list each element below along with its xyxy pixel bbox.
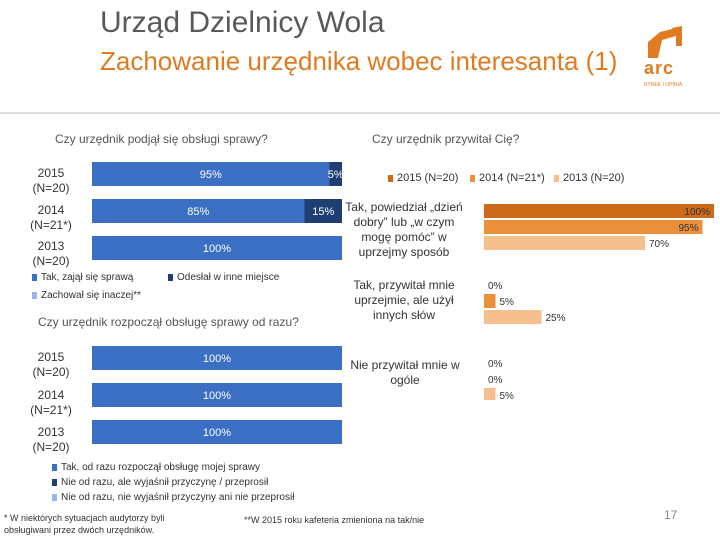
bar-0-1 xyxy=(92,383,342,407)
bar-2-0 xyxy=(484,236,645,250)
tick-label: 2013 xyxy=(37,239,65,253)
footnote-right: **W 2015 roku kafeteria zmieniona na tak… xyxy=(244,515,425,525)
legend-label: 2015 (N=20) xyxy=(397,172,459,184)
chart2-legend-item: Nie od razu, nie wyjaśnił przyczyny ani … xyxy=(52,492,294,503)
tick-label: (N=20) xyxy=(32,365,70,379)
data-label: 5% xyxy=(500,297,515,308)
data-label: 15% xyxy=(312,206,334,218)
tick-label: 2015 xyxy=(37,166,65,180)
chart2-title: Czy urzędnik rozpoczął obsługę sprawy od… xyxy=(38,315,299,329)
arc-logo-mark xyxy=(648,26,682,58)
slide-subtitle: Zachowanie urzędnika wobec interesanta (… xyxy=(100,46,618,76)
chart3-category-label: Tak, przywitał mnie uprzejmie, ale użył … xyxy=(353,278,455,322)
logo-tagline: RYNEK I OPINIA xyxy=(644,82,683,88)
legend-swatch xyxy=(470,174,475,182)
data-label: 95% xyxy=(678,223,698,234)
header-divider xyxy=(0,112,720,114)
legend-label: 2014 (N=21*) xyxy=(479,172,545,184)
chart3-category-label: Nie przywitał mnie w ogóle xyxy=(350,358,460,387)
data-label: 100% xyxy=(203,427,231,439)
chart1-legend-item: Zachował się inaczej** xyxy=(32,290,141,301)
chart-svg: 100% 100% 100% xyxy=(92,346,342,444)
legend-swatch xyxy=(388,174,393,182)
tick-label: 2014 xyxy=(37,388,65,402)
legend-label: Zachował się inaczej** xyxy=(41,290,142,301)
chart2-row-label: 2013 (N=20) xyxy=(16,425,86,455)
chart2-row-label: 2014 (N=21*) xyxy=(16,388,86,418)
bar-2-1 xyxy=(484,310,542,324)
tick-label: (N=21*) xyxy=(30,403,72,417)
tick-label: 2015 xyxy=(37,350,65,364)
tick-label: (N=20) xyxy=(32,254,70,268)
legend-swatch xyxy=(52,478,57,486)
chart2-legend-item: Tak, od razu rozpoczął obsługę mojej spr… xyxy=(52,462,260,473)
chart1-plot: 95% 5% 85% 15% 100% xyxy=(92,162,344,272)
data-label: 95% xyxy=(200,169,222,181)
tick-label: 2013 xyxy=(37,425,65,439)
bar-1-1 xyxy=(484,294,496,308)
chart1-title: Czy urzędnik podjął się obsługi sprawy? xyxy=(55,132,268,146)
legend-swatch xyxy=(32,291,37,299)
data-label: 0% xyxy=(488,359,503,370)
chart1-legend-item: Odesłał w inne miejsce xyxy=(168,272,279,283)
chart-svg: 100% 95% 70% 0% 5% 25% 0% 0% 5% xyxy=(484,204,714,402)
tick-label: 2014 xyxy=(37,203,65,217)
chart2-legend-item: Nie od razu, ale wyjaśnił przyczynę / pr… xyxy=(52,477,268,488)
legend-label: Tak, od razu rozpoczął obsługę mojej spr… xyxy=(61,462,260,473)
legend-swatch xyxy=(554,174,559,182)
legend-label: Nie od razu, nie wyjaśnił przyczyny ani … xyxy=(61,492,295,503)
chart3-legend-item: 2013 (N=20) xyxy=(554,172,624,184)
chart3-plot: 100% 95% 70% 0% 5% 25% 0% 0% 5% xyxy=(484,200,714,402)
legend-swatch xyxy=(52,493,57,501)
tick-label: (N=20) xyxy=(32,440,70,454)
chart-svg: 95% 5% 85% 15% 100% xyxy=(92,162,344,260)
chart3-category-label: Tak, powiedział „dzień dobry” lub „w czy… xyxy=(345,200,463,259)
bar-0-0 xyxy=(92,346,342,370)
tick-label: (N=21*) xyxy=(30,218,72,232)
legend-label: Tak, zajął się sprawą xyxy=(41,272,134,283)
chart3-legend-item: 2014 (N=21*) xyxy=(470,172,545,184)
data-label: 25% xyxy=(546,313,566,324)
data-label: 5% xyxy=(328,169,342,181)
data-label: 100% xyxy=(684,207,710,218)
data-label: 100% xyxy=(203,243,231,255)
legend-label: Odesłał w inne miejsce xyxy=(177,272,280,283)
bar-0-1 xyxy=(92,199,305,223)
data-label: 0% xyxy=(488,281,503,292)
data-label: 100% xyxy=(203,390,231,402)
data-label: 5% xyxy=(500,391,515,400)
legend-label: 2013 (N=20) xyxy=(563,172,625,184)
chart1-row-label: 2015 (N=20) xyxy=(16,166,86,196)
bar-0-0 xyxy=(484,204,714,218)
bar-1-0 xyxy=(329,162,342,186)
tick-label: (N=20) xyxy=(32,181,70,195)
data-label: 0% xyxy=(488,375,503,386)
chart1-row-label: 2013 (N=20) xyxy=(16,239,86,269)
chart3-title: Czy urzędnik przywitał Cię? xyxy=(372,132,520,146)
footnote-left: * W niektórych sytuacjach audytorzy byli… xyxy=(4,513,165,535)
bar-0-2 xyxy=(92,420,342,444)
legend-swatch xyxy=(52,463,57,471)
data-label: 70% xyxy=(649,239,669,250)
bar-0-0 xyxy=(92,162,330,186)
bar-2-2 xyxy=(484,388,496,402)
data-label: 85% xyxy=(187,206,209,218)
page-number: 17 xyxy=(664,508,678,522)
chart1-row-label: 2014 (N=21*) xyxy=(16,203,86,233)
legend-swatch xyxy=(32,273,37,281)
chart3-legend-item: 2015 (N=20) xyxy=(388,172,458,184)
chart2-row-label: 2015 (N=20) xyxy=(16,350,86,380)
chart2-plot: 100% 100% 100% xyxy=(92,346,342,456)
data-label: 100% xyxy=(203,353,231,365)
arc-logo: arc RYNEK I OPINIA xyxy=(642,24,698,94)
bar-1-1 xyxy=(304,199,342,223)
bar-1-0 xyxy=(484,220,703,234)
bar-0-2 xyxy=(92,236,342,260)
chart1-legend-item: Tak, zajął się sprawą xyxy=(32,272,133,283)
logo-text: arc xyxy=(644,58,675,78)
legend-label: Nie od razu, ale wyjaśnił przyczynę / pr… xyxy=(61,477,269,488)
legend-swatch xyxy=(168,273,173,281)
slide-title: Urząd Dzielnicy Wola xyxy=(100,6,385,39)
